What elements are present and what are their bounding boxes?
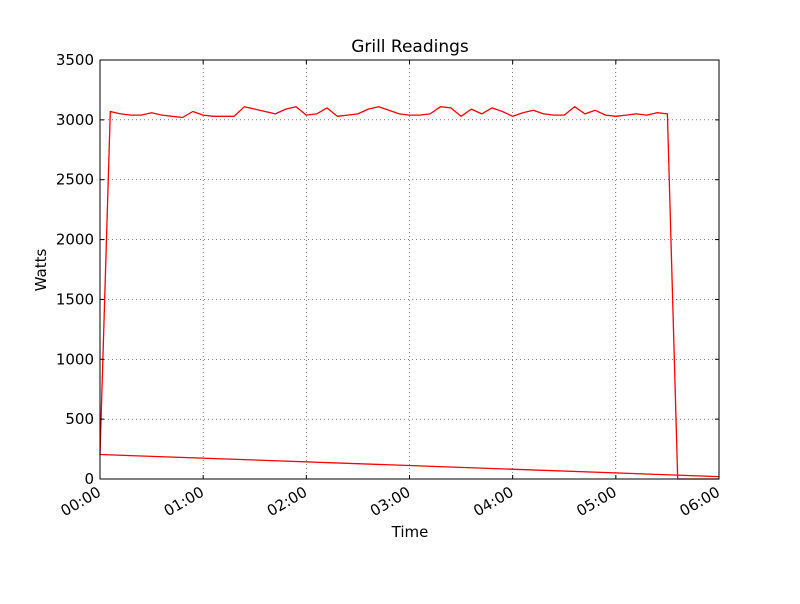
series-line-0 (99, 106, 719, 480)
x-axis-label: Time (391, 523, 429, 541)
x-tick-label: 02:00 (264, 483, 310, 520)
x-tick-label: 01:00 (161, 483, 207, 520)
y-tick-label: 2500 (56, 171, 94, 189)
x-tick-label: 04:00 (470, 483, 516, 520)
series-line-1 (99, 453, 720, 478)
x-tick-label: 00:00 (58, 483, 104, 520)
y-tick-label: 2000 (56, 231, 94, 249)
y-axis-label: Watts (32, 249, 50, 292)
chart-title: Grill Readings (351, 37, 469, 57)
x-tick-label: 05:00 (573, 483, 619, 520)
y-tick-label: 3000 (56, 111, 94, 129)
series-layer (99, 106, 720, 480)
x-tick-label: 06:00 (677, 483, 723, 520)
x-tick-label: 03:00 (367, 483, 413, 520)
plot-background (100, 60, 719, 479)
y-tick-label: 500 (65, 410, 94, 428)
y-tick-label: 1000 (56, 350, 94, 368)
y-tick-label: 0 (84, 470, 94, 488)
y-tick-label: 3500 (56, 51, 94, 69)
y-tick-label: 1500 (56, 290, 94, 308)
